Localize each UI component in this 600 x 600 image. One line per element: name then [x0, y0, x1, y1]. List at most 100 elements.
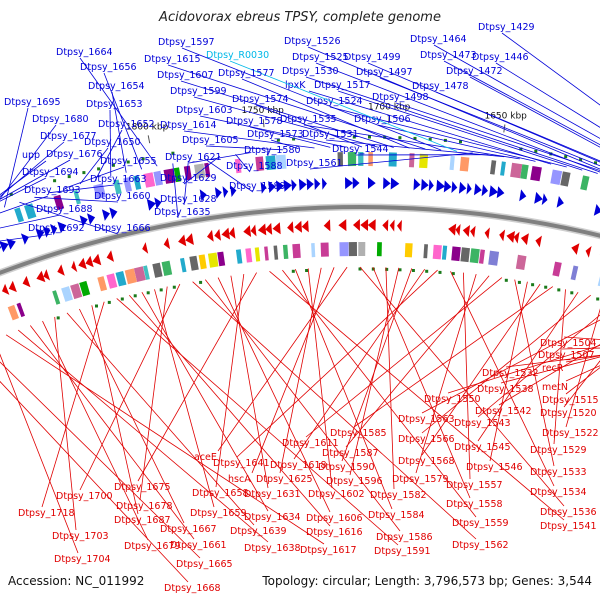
feature-mark — [438, 270, 442, 274]
reverse-gene-arrow — [513, 231, 520, 244]
forward-callout-line — [249, 126, 331, 148]
reverse-gene-arrow — [142, 242, 149, 254]
cog-block-reverse — [552, 261, 562, 277]
feature-mark — [111, 163, 115, 167]
forward-gene-arrow — [413, 178, 421, 191]
reverse-gene-label: Dtpsy_1616 — [306, 527, 363, 538]
reverse-gene-label: Dtpsy_1534 — [530, 487, 587, 498]
reverse-gene-label: Dtpsy_1596 — [326, 476, 383, 487]
cog-block-forward — [265, 155, 277, 171]
forward-gene-arrow — [345, 177, 354, 190]
reverse-callout-line — [279, 267, 322, 474]
cog-block-reverse — [292, 243, 301, 259]
reverse-gene-label: Dtpsy_1675 — [114, 482, 171, 493]
cog-block-reverse — [161, 260, 173, 276]
feature-mark — [451, 272, 455, 276]
forward-gene-label: Dtpsy_1599 — [170, 86, 227, 97]
feature-mark — [517, 280, 521, 284]
reverse-gene-label: Dtpsy_1587 — [322, 448, 379, 459]
feature-mark — [107, 300, 111, 304]
forward-callout-line — [109, 109, 112, 177]
reverse-callout-line — [91, 305, 139, 515]
feature-mark — [579, 158, 583, 162]
forward-callout-line — [4, 107, 29, 208]
forward-callout-line — [443, 60, 600, 146]
forward-callout-line — [305, 76, 598, 174]
reverse-callout-line — [305, 277, 503, 438]
reverse-gene-arrow — [323, 219, 331, 232]
reverse-gene-label: Dtpsy_1668 — [164, 583, 221, 594]
reverse-callout-line — [415, 273, 477, 474]
reverse-callout-line — [192, 281, 477, 540]
reverse-gene-label: Dtpsy_1631 — [244, 489, 301, 500]
forward-gene-label: Dtpsy_1629 — [160, 173, 217, 184]
cog-block-reverse — [404, 243, 413, 258]
forward-gene-arrow — [268, 181, 276, 193]
cog-block-reverse — [348, 242, 357, 257]
forward-gene-label: Dtpsy_1677 — [40, 131, 97, 142]
forward-callout-line — [241, 78, 410, 149]
forward-callout-line — [308, 90, 552, 165]
cog-block-reverse — [441, 245, 448, 260]
reverse-gene-arrow — [520, 233, 529, 246]
forward-gene-label: Dtpsy_1497 — [356, 67, 413, 78]
feature-mark — [504, 278, 508, 282]
forward-gene-arrow — [20, 233, 29, 245]
feature-mark — [146, 291, 150, 295]
cog-block-reverse — [282, 244, 289, 259]
forward-gene-arrow — [368, 177, 376, 189]
reverse-callout-line — [372, 266, 471, 499]
scale-label: 1650 kbp — [484, 112, 527, 122]
reverse-gene-label: aceE — [194, 452, 217, 463]
cog-block-reverse — [7, 304, 19, 321]
forward-gene-label: Dtpsy_1680 — [32, 114, 89, 125]
feature-mark — [133, 294, 137, 298]
forward-gene-arrow — [466, 182, 472, 195]
feature-mark — [291, 269, 295, 273]
reverse-gene-arrow — [214, 228, 221, 241]
forward-gene-arrow — [481, 184, 488, 197]
forward-callout-line — [199, 115, 347, 148]
reverse-gene-arrow — [8, 280, 17, 293]
forward-gene-label: Dtpsy_1472 — [446, 66, 503, 77]
cog-block-forward — [133, 175, 142, 190]
reverse-callout-line — [345, 275, 490, 448]
reverse-gene-arrow — [462, 225, 470, 237]
forward-gene-label: Dtpsy_1429 — [478, 22, 535, 33]
cog-block-reverse — [597, 276, 600, 287]
reverse-gene-arrow — [78, 257, 87, 270]
forward-gene-arrow — [443, 180, 452, 193]
cog-block-forward — [275, 154, 287, 170]
feature-mark — [199, 280, 203, 284]
forward-gene-arrow — [222, 186, 229, 198]
forward-gene-arrow — [57, 221, 67, 234]
forward-gene-arrow — [109, 207, 118, 220]
cog-block-reverse — [143, 265, 150, 280]
reverse-gene-label: Dtpsy_1522 — [542, 428, 599, 439]
cog-block-forward — [163, 168, 176, 184]
forward-callout-line — [433, 44, 600, 139]
reverse-gene-label: Dtpsy_1618 — [270, 460, 327, 471]
reverse-gene-label: Dtpsy_1558 — [446, 499, 503, 510]
reverse-callout-line — [269, 270, 565, 521]
forward-gene-arrow — [50, 223, 58, 236]
reverse-gene-label: Dtpsy_1541 — [540, 521, 597, 532]
reverse-callout-line — [17, 329, 269, 543]
reverse-gene-arrow — [36, 270, 46, 283]
reverse-gene-arrow — [57, 264, 65, 276]
feature-mark — [97, 167, 101, 171]
feature-mark — [159, 288, 163, 292]
reverse-gene-label: Dtpsy_1641 — [213, 458, 270, 469]
reverse-callout-line — [204, 279, 401, 532]
reverse-gene-label: Dtpsy_1536 — [540, 507, 597, 518]
forward-gene-arrow — [383, 177, 391, 190]
reverse-gene-arrow — [535, 235, 542, 248]
feature-mark — [276, 138, 280, 142]
reverse-gene-arrow — [22, 275, 31, 288]
reverse-callout-line — [450, 271, 555, 487]
feature-mark — [385, 267, 389, 271]
reverse-gene-label: Dtpsy_1718 — [18, 508, 75, 519]
forward-gene-label: Dtpsy_1654 — [88, 81, 145, 92]
cog-block-reverse — [124, 268, 137, 285]
cog-block-reverse — [16, 302, 25, 318]
